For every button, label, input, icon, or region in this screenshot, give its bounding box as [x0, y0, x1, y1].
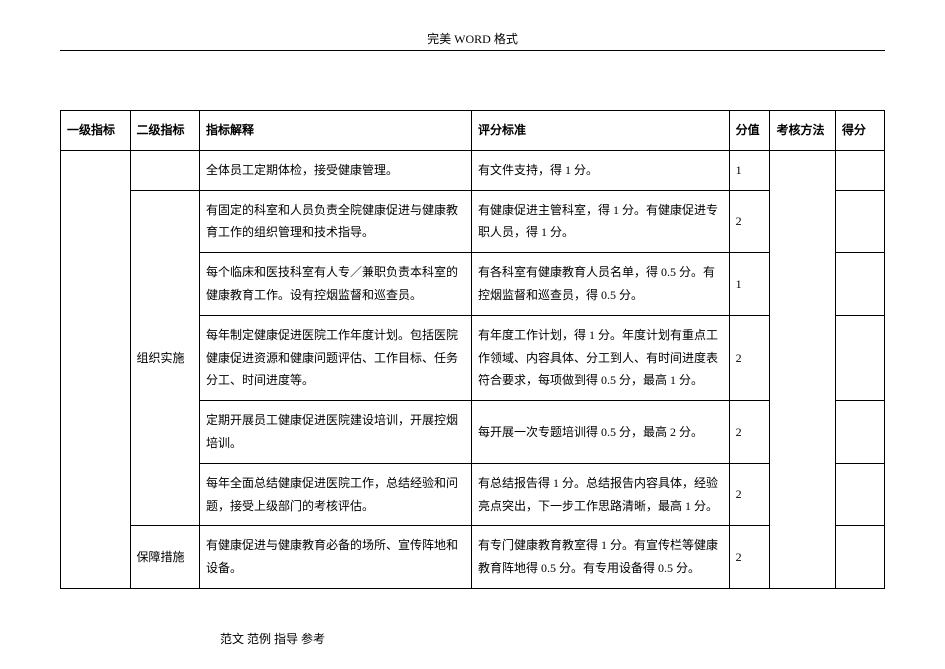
cell-explain: 每年全面总结健康促进医院工作，总结经验和问题，接受上级部门的考核评估。 [200, 463, 472, 526]
th-score-value: 分值 [729, 111, 770, 151]
cell-level2-guarantee: 保障措施 [130, 526, 200, 589]
cell-explain: 每个临床和医技科室有人专／兼职负责本科室的健康教育工作。设有控烟监督和巡查员。 [200, 253, 472, 316]
cell-explain: 有健康促进与健康教育必备的场所、宣传阵地和设备。 [200, 526, 472, 589]
table-header-row: 一级指标 二级指标 指标解释 评分标准 分值 考核方法 得分 [61, 111, 885, 151]
cell-score [835, 463, 884, 526]
cell-explain: 有固定的科室和人员负责全院健康促进与健康教育工作的组织管理和技术指导。 [200, 190, 472, 253]
cell-score-value: 2 [729, 401, 770, 464]
cell-explain: 全体员工定期体检，接受健康管理。 [200, 150, 472, 190]
cell-score-value: 2 [729, 190, 770, 253]
th-criteria: 评分标准 [471, 111, 729, 151]
cell-score [835, 401, 884, 464]
page-header-text: 完美 WORD 格式 [427, 30, 518, 47]
assessment-table-container: 一级指标 二级指标 指标解释 评分标准 分值 考核方法 得分 全体员工定期体检，… [60, 110, 885, 589]
cell-explain: 定期开展员工健康促进医院建设培训，开展控烟培训。 [200, 401, 472, 464]
cell-level2 [130, 150, 200, 190]
assessment-table: 一级指标 二级指标 指标解释 评分标准 分值 考核方法 得分 全体员工定期体检，… [60, 110, 885, 589]
cell-score-value: 1 [729, 253, 770, 316]
th-method: 考核方法 [770, 111, 835, 151]
page-footer-text: 范文 范例 指导 参考 [220, 632, 325, 646]
cell-explain: 每年制定健康促进医院工作年度计划。包括医院健康促进资源和健康问题评估、工作目标、… [200, 315, 472, 400]
cell-score-value: 2 [729, 463, 770, 526]
cell-level1 [61, 150, 131, 588]
th-score: 得分 [835, 111, 884, 151]
cell-score [835, 315, 884, 400]
cell-criteria: 有专门健康教育教室得 1 分。有宣传栏等健康教育阵地得 0.5 分。有专用设备得… [471, 526, 729, 589]
cell-criteria: 每开展一次专题培训得 0.5 分，最高 2 分。 [471, 401, 729, 464]
table-row: 保障措施 有健康促进与健康教育必备的场所、宣传阵地和设备。 有专门健康教育教室得… [61, 526, 885, 589]
cell-criteria: 有文件支持，得 1 分。 [471, 150, 729, 190]
cell-score [835, 526, 884, 589]
cell-score-value: 2 [729, 315, 770, 400]
th-level2: 二级指标 [130, 111, 200, 151]
th-level1: 一级指标 [61, 111, 131, 151]
cell-score [835, 253, 884, 316]
cell-criteria: 有总结报告得 1 分。总结报告内容具体，经验亮点突出，下一步工作思路清晰，最高 … [471, 463, 729, 526]
cell-score [835, 150, 884, 190]
page-header: 完美 WORD 格式 [0, 30, 945, 47]
cell-level2-org: 组织实施 [130, 190, 200, 526]
cell-score-value: 2 [729, 526, 770, 589]
cell-method [770, 150, 835, 588]
cell-criteria: 有年度工作计划，得 1 分。年度计划有重点工作领域、内容具体、分工到人、有时间进… [471, 315, 729, 400]
page-footer: 范文 范例 指导 参考 [220, 630, 325, 647]
cell-score-value: 1 [729, 150, 770, 190]
table-row: 组织实施 有固定的科室和人员负责全院健康促进与健康教育工作的组织管理和技术指导。… [61, 190, 885, 253]
cell-score [835, 190, 884, 253]
th-explain: 指标解释 [200, 111, 472, 151]
cell-criteria: 有各科室有健康教育人员名单，得 0.5 分。有控烟监督和巡查员，得 0.5 分。 [471, 253, 729, 316]
header-rule [60, 50, 885, 51]
cell-criteria: 有健康促进主管科室，得 1 分。有健康促进专职人员，得 1 分。 [471, 190, 729, 253]
table-row: 全体员工定期体检，接受健康管理。 有文件支持，得 1 分。 1 [61, 150, 885, 190]
